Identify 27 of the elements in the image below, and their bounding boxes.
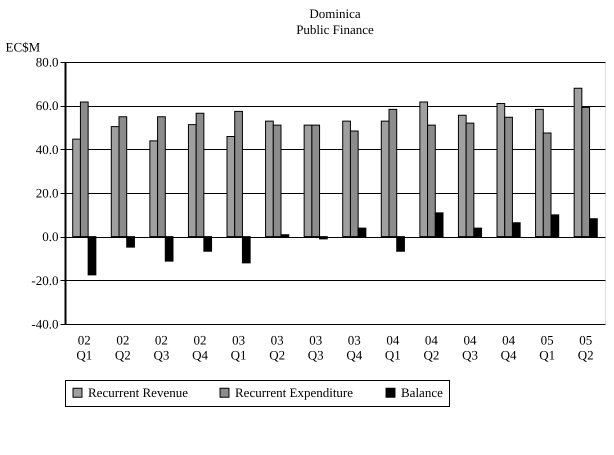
y-tick-label: -20.0 [31,272,58,288]
y-axis-title: EC$M [6,40,41,54]
x-tick-label: 02 Q4 [192,332,208,362]
x-tick-label: 04 Q3 [462,332,478,362]
x-tick-label: 03 Q2 [269,332,286,362]
y-tick-label: 40.0 [36,142,58,157]
x-tick-label: 05 Q1 [539,332,556,362]
x-tick-label: 03 Q1 [230,332,247,362]
x-tick-label: 04 Q4 [500,332,518,362]
legend-label: Recurrent Revenue [88,384,188,400]
x-tick-label: 02 Q1 [76,332,92,362]
legend-label: Balance [401,384,444,400]
x-tick-label: 04 Q1 [384,332,401,362]
y-tick-label: -40.0 [31,316,58,332]
y-tick-label: 60.0 [36,98,58,114]
chart-subtitle: Public Finance [296,22,374,37]
x-tick-label: 03 Q4 [346,332,363,362]
x-tick-label: 04 Q2 [423,332,440,362]
chart-title: Dominica [309,6,361,21]
y-tick-label: 20.0 [36,186,58,200]
legend-label: Recurrent Expenditure [235,384,354,400]
y-tick-label: 80.0 [36,54,58,70]
x-tick-label: 05 Q2 [578,332,594,362]
x-tick-label: 02 Q3 [153,332,170,362]
x-tick-label: 03 Q3 [308,332,324,362]
x-tick-label: 02 Q2 [114,332,131,362]
y-tick-label: 0.0 [42,229,58,244]
